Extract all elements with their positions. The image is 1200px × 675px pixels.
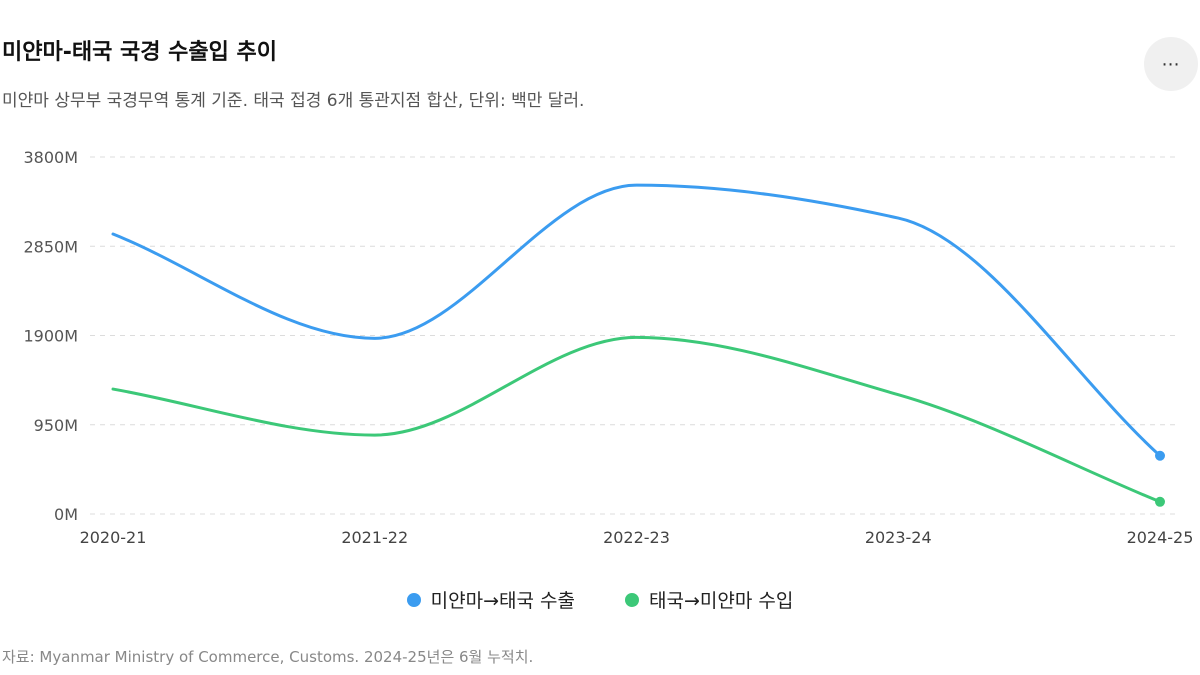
x-tick-label: 2021-22 [341, 528, 408, 547]
legend-swatch-export [406, 592, 421, 607]
x-tick-label: 2023-24 [865, 528, 932, 547]
y-tick-label: 1900M [23, 327, 78, 346]
line-chart: 0M 950M 1900M 2850M 3800M 2020-21 2021-22 2022-… [23, 148, 1194, 547]
more-options-button[interactable]: ⋯ [1144, 37, 1198, 91]
legend-item-export[interactable]: 미얀마→태국 수출 [406, 586, 575, 613]
x-tick-label: 2022-23 [603, 528, 670, 547]
data-point-export [1155, 450, 1165, 461]
y-tick-label: 0M [54, 505, 78, 524]
chart-subtitle: 미얀마 상무부 국경무역 통계 기준. 태국 접경 6개 통관지점 합산, 단위… [2, 91, 585, 111]
x-tick-label: 2024-25 [1127, 528, 1194, 547]
y-tick-label: 3800M [23, 148, 78, 167]
y-tick-label: 2850M [23, 237, 78, 256]
legend: 미얀마→태국 수출 태국→미얀마 수입 [0, 586, 1200, 613]
legend-label-export: 미얀마→태국 수출 [430, 590, 575, 612]
legend-item-import[interactable]: 태국→미얀마 수입 [625, 586, 793, 613]
legend-label-import: 태국→미얀마 수입 [649, 590, 794, 612]
x-tick-label: 2020-21 [80, 528, 147, 547]
legend-swatch-import [625, 592, 639, 607]
y-tick-label: 950M [34, 416, 78, 435]
series-line-export [111, 183, 1162, 458]
data-point-import [1155, 496, 1165, 507]
chart-title: 미얀마-태국 국경 수출입 추이 [2, 40, 277, 65]
series-line-import [111, 335, 1162, 504]
source-note: 자료: Myanmar Ministry of Commerce, Custom… [2, 648, 534, 666]
